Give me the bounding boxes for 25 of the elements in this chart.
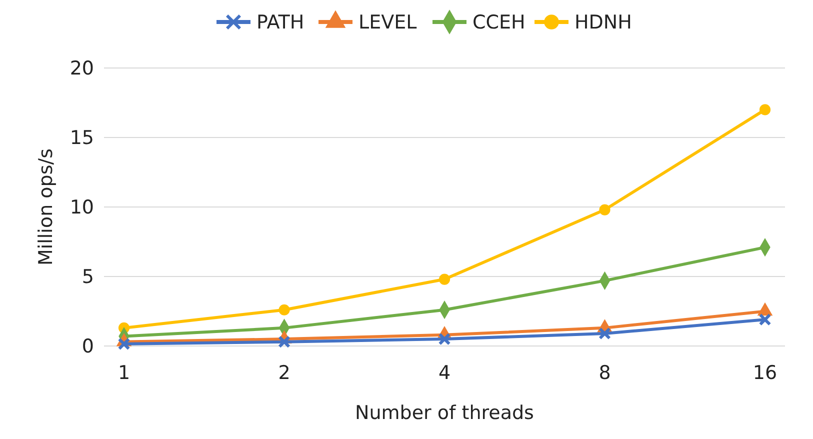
legend-label: PATH xyxy=(256,12,304,34)
x-tick-label: 4 xyxy=(438,362,451,384)
point xyxy=(599,204,610,216)
x-tick-label: 8 xyxy=(598,362,611,384)
y-tick-label: 15 xyxy=(70,127,94,150)
y-tick-label: 20 xyxy=(70,58,94,80)
y-tick-label: 5 xyxy=(82,266,94,288)
x-tick-label: 1 xyxy=(118,362,130,384)
x-tick-label: 2 xyxy=(278,362,290,384)
point xyxy=(758,313,772,326)
y-tick-label: 0 xyxy=(82,336,94,358)
legend-label: HDNH xyxy=(574,12,632,34)
point xyxy=(278,336,290,348)
point xyxy=(118,338,130,350)
point xyxy=(759,104,771,116)
x-axis-title: Number of threads xyxy=(355,402,534,424)
point xyxy=(598,327,611,340)
point xyxy=(438,274,450,285)
x-tick-label: 16 xyxy=(752,362,778,384)
point xyxy=(438,332,451,346)
point xyxy=(278,304,290,316)
y-axis-title: Million ops/s xyxy=(35,148,57,266)
legend-label: CCEH xyxy=(472,12,526,34)
legend-label: LEVEL xyxy=(358,12,418,34)
y-tick-label: 10 xyxy=(70,196,94,219)
